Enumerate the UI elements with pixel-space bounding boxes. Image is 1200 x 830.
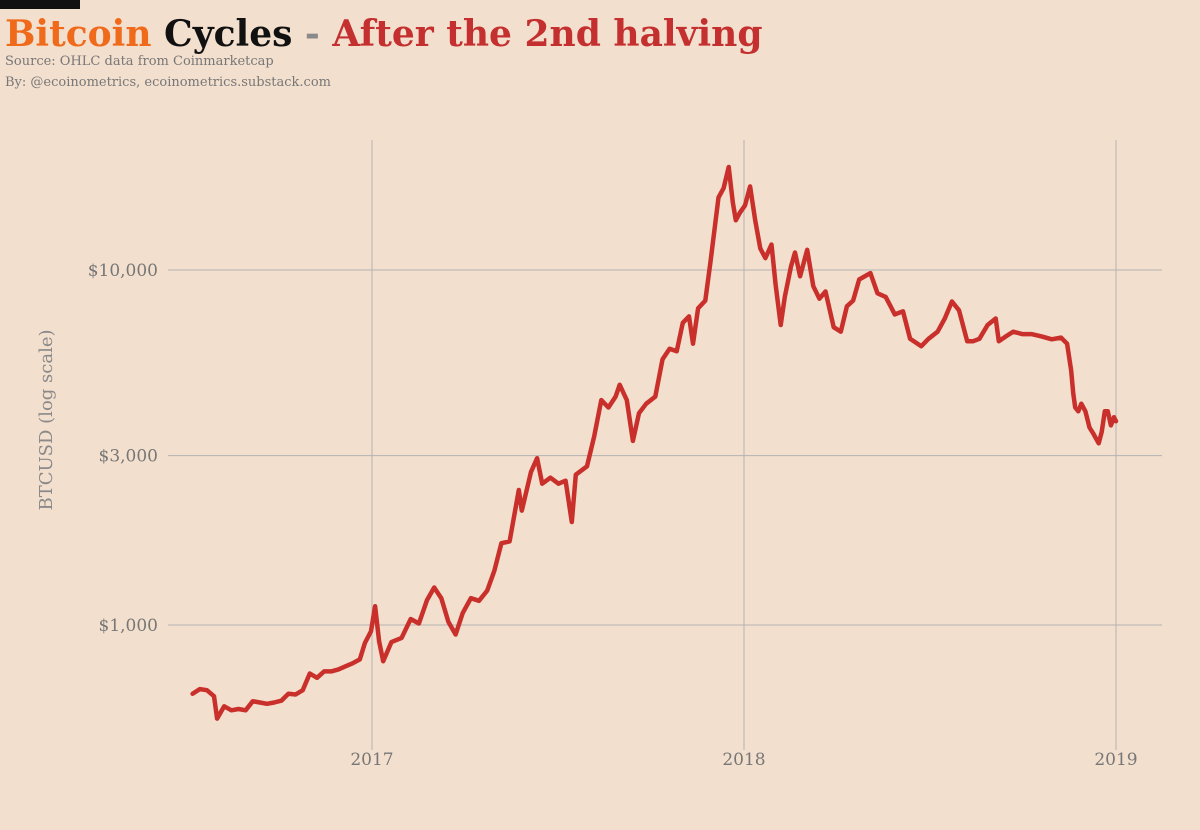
- y-tick-label: $10,000: [88, 261, 158, 281]
- series-layer: [190, 164, 1119, 721]
- title-subject: After the 2nd halving: [332, 13, 763, 55]
- btcusd-price-line: [190, 164, 1119, 721]
- y-tick-label: $3,000: [99, 447, 158, 467]
- grid-layer: [168, 140, 1162, 750]
- y-axis-label: BTCUSD (log scale): [36, 329, 57, 510]
- x-tick-label: 2019: [1094, 750, 1137, 770]
- chart-title: Bitcoin Cycles - After the 2nd halving: [5, 12, 763, 56]
- x-tick-label: 2018: [722, 750, 765, 770]
- x-tick-label: 2017: [350, 750, 393, 770]
- corner-bar: [0, 0, 80, 9]
- title-cycles: Cycles: [151, 13, 293, 55]
- title-bitcoin: Bitcoin: [5, 13, 152, 55]
- source-line: Source: OHLC data from Coinmarketcap: [5, 54, 274, 69]
- y-tick-label: $1,000: [99, 616, 158, 636]
- tick-layer: $1,000 $3,000 $10,000 2017 2018 2019: [88, 261, 1138, 770]
- author-line: By: @ecoinometrics, ecoinometrics.substa…: [5, 75, 331, 90]
- title-dash: -: [292, 13, 333, 55]
